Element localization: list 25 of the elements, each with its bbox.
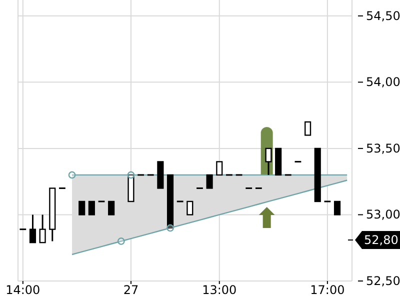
point <box>166 224 174 232</box>
x-tick-label: 13:00 <box>202 283 237 297</box>
y-tick-label: 53,50 <box>366 141 400 156</box>
candlestick <box>78 200 86 216</box>
candlestick <box>206 174 213 189</box>
y-tick-label: 54,00 <box>366 75 400 90</box>
x-tick-label: 27 <box>123 283 139 297</box>
x-tick-label: 14:00 <box>6 283 40 297</box>
candlestick <box>108 200 115 216</box>
y-tick-label: 53,00 <box>366 208 400 222</box>
y-tick-label: 52,50 <box>366 274 400 288</box>
candlestick <box>304 121 312 136</box>
point <box>127 171 135 179</box>
candlestick <box>186 200 194 216</box>
candlestick <box>265 148 272 176</box>
candlestick <box>216 161 223 176</box>
candlestick <box>29 214 36 244</box>
point <box>117 238 125 245</box>
point <box>68 171 76 179</box>
candlestick <box>88 200 95 216</box>
candlestick <box>39 214 46 244</box>
text: 52,80 <box>364 233 398 247</box>
candlestick <box>334 200 341 216</box>
y-tick-label: 54,50 <box>366 8 400 23</box>
x-tick-label: 17:00 <box>310 283 345 297</box>
